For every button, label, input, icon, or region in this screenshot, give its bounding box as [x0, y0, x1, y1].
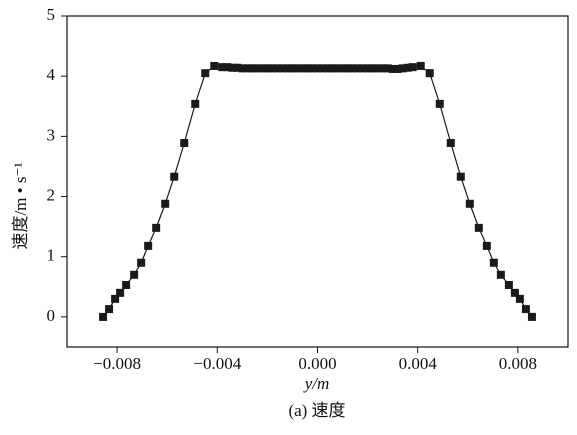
marker: [180, 138, 189, 147]
marker: [373, 64, 382, 73]
marker: [248, 64, 257, 73]
marker: [258, 64, 267, 73]
marker: [383, 64, 392, 73]
marker: [283, 64, 292, 73]
marker: [403, 63, 412, 72]
marker: [122, 281, 131, 290]
marker: [521, 305, 530, 314]
marker: [388, 64, 397, 73]
marker: [313, 64, 322, 73]
marker: [191, 99, 200, 108]
marker: [416, 61, 425, 70]
series-line: [102, 65, 533, 318]
marker: [278, 64, 287, 73]
marker: [243, 64, 252, 73]
marker: [144, 241, 153, 250]
marker: [510, 288, 519, 297]
marker: [223, 63, 232, 72]
marker: [303, 64, 312, 73]
marker: [328, 64, 337, 73]
marker: [152, 223, 161, 232]
marker: [298, 64, 307, 73]
y-tick-label: 1: [47, 246, 56, 265]
y-axis-label: 速度/m • s⁻¹: [11, 162, 30, 249]
marker: [111, 294, 120, 303]
marker: [353, 64, 362, 73]
marker: [210, 61, 219, 70]
marker: [161, 199, 170, 208]
marker: [446, 138, 455, 147]
marker: [130, 270, 139, 279]
y-tick-label: 0: [47, 306, 56, 325]
marker: [253, 64, 262, 73]
marker: [273, 64, 282, 73]
marker: [343, 64, 352, 73]
marker: [482, 241, 491, 250]
marker: [338, 64, 347, 73]
marker: [358, 64, 367, 73]
x-tick-label: −0.008: [93, 354, 141, 373]
marker: [504, 281, 513, 290]
x-axis-label: y/m: [303, 374, 330, 393]
marker: [99, 312, 108, 321]
marker: [116, 288, 125, 297]
marker: [233, 63, 242, 72]
marker: [398, 64, 407, 73]
marker: [425, 69, 434, 78]
marker: [393, 64, 402, 73]
marker: [496, 270, 505, 279]
marker: [378, 64, 387, 73]
y-tick-label: 3: [47, 125, 56, 144]
x-tick-label: 0.008: [499, 354, 537, 373]
marker: [105, 305, 114, 314]
marker: [489, 258, 498, 267]
marker: [465, 199, 474, 208]
x-tick-label: −0.004: [193, 354, 241, 373]
marker: [515, 294, 524, 303]
marker: [456, 172, 465, 181]
marker: [228, 63, 237, 72]
marker: [527, 312, 536, 321]
marker: [238, 64, 247, 73]
marker: [318, 64, 327, 73]
marker: [348, 64, 357, 73]
x-tick-label: 0.000: [298, 354, 336, 373]
marker: [363, 64, 372, 73]
caption: (a) 速度: [288, 401, 345, 420]
marker: [263, 64, 272, 73]
y-tick-label: 5: [47, 5, 56, 24]
marker: [170, 172, 179, 181]
y-tick-label: 2: [47, 185, 56, 204]
marker: [435, 99, 444, 108]
marker: [474, 223, 483, 232]
marker: [333, 64, 342, 73]
marker: [408, 63, 417, 72]
marker: [201, 69, 210, 78]
marker: [137, 258, 146, 267]
marker: [323, 64, 332, 73]
y-tick-label: 4: [47, 65, 56, 84]
marker: [308, 64, 317, 73]
marker: [288, 64, 297, 73]
marker: [268, 64, 277, 73]
marker: [293, 64, 302, 73]
x-tick-label: 0.004: [399, 354, 438, 373]
marker: [368, 64, 377, 73]
marker: [218, 63, 227, 72]
